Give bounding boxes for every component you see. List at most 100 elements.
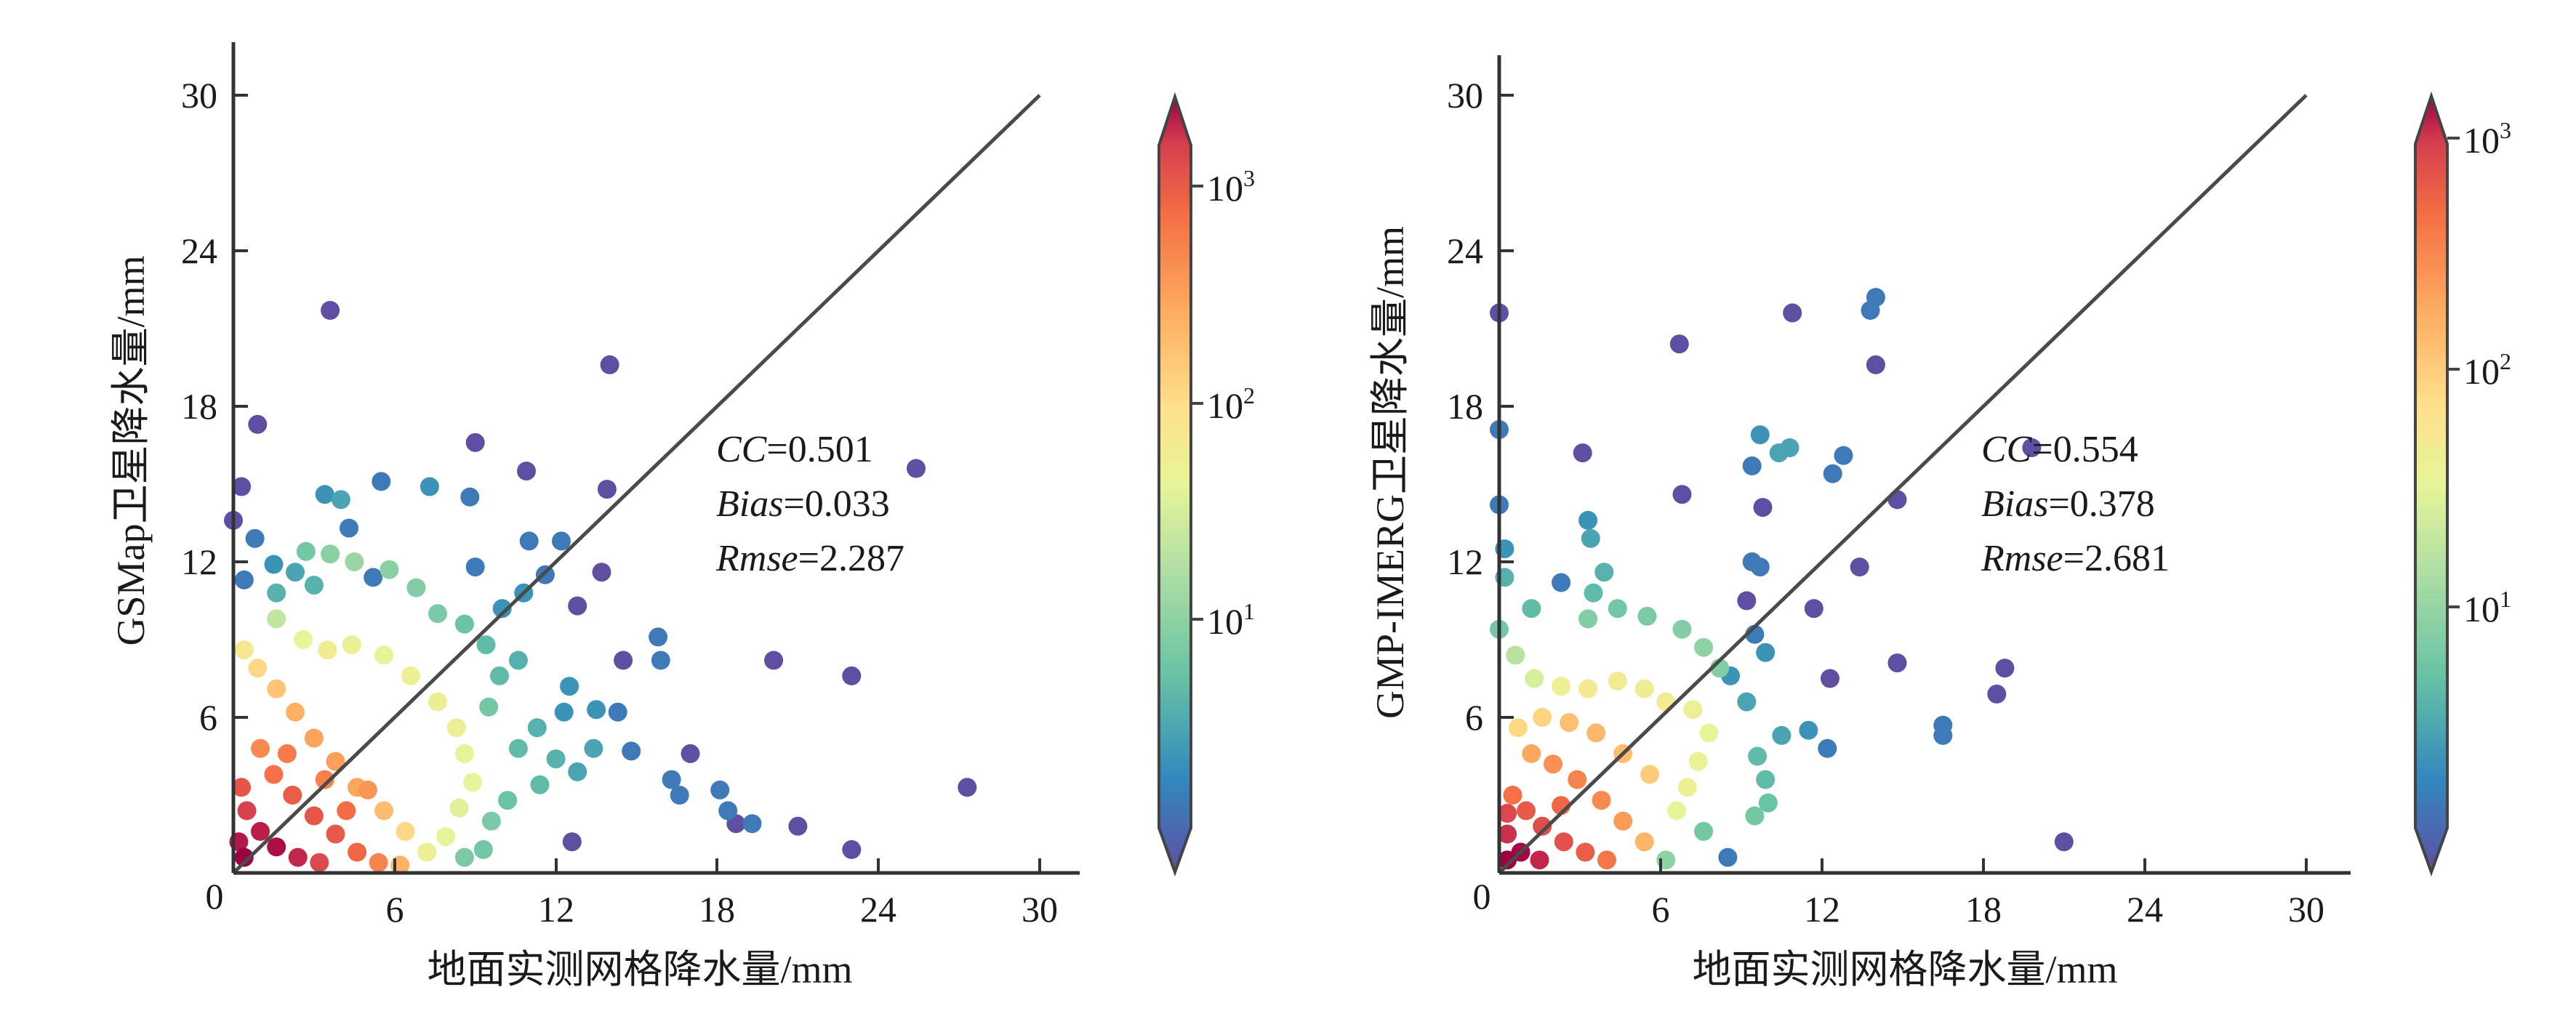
left-scatter-point: [277, 744, 297, 763]
right-y-tick-labels: 6 12 18 24 30: [1447, 75, 1483, 738]
right-scatter-point: [1783, 303, 1802, 323]
right-scatter-point: [1821, 669, 1839, 688]
left-scatter-point: [651, 650, 670, 670]
right-scatter-point: [1799, 720, 1818, 740]
right-x-axis-title: 地面实测网格降水量/mm: [1692, 948, 2117, 991]
left-scatter-point: [364, 568, 383, 587]
left-scatter-point: [463, 773, 482, 792]
left-scatter-point: [560, 677, 579, 696]
left-points: [224, 301, 977, 875]
left-x-tick-labels: 0 6 12 18 24 30: [206, 876, 1059, 930]
left-cb-tick-10: 101: [1207, 598, 1255, 642]
right-scatter-point: [1544, 754, 1562, 774]
right-scatter-point: [2054, 832, 2074, 852]
right-scatter-point: [1745, 806, 1765, 826]
right-scatter-point: [1718, 847, 1738, 867]
left-scatter-point: [681, 744, 700, 763]
right-scatter-point: [1656, 692, 1676, 712]
left-scatter-point: [396, 821, 415, 841]
right-scatter-point: [1677, 778, 1697, 797]
left-scatter-point: [460, 487, 480, 507]
right-stat-bias: Bias=0.378: [1981, 483, 2155, 525]
left-scatter-point: [337, 801, 356, 821]
left-scatter-point: [479, 697, 499, 717]
right-xtick-12: 12: [1804, 889, 1840, 930]
left-scatter-point: [718, 801, 738, 821]
left-scatter-point: [508, 738, 528, 758]
right-scatter-point: [1694, 637, 1714, 657]
left-ytick-24: 24: [181, 230, 217, 271]
right-stat-rmse: Rmse=2.681: [1981, 538, 2170, 579]
left-one-to-one-line: [232, 94, 1041, 874]
right-cb-tick-1000: 103: [2463, 117, 2511, 161]
right-scatter-point: [1552, 677, 1571, 696]
left-scatter-point: [315, 485, 334, 504]
right-scatter-point: [1667, 801, 1687, 821]
left-scatter-point: [446, 718, 466, 738]
left-scatter-panel: 6 12 18 24 30 0 6 12 18 24 30 地面实测网格降水量/…: [109, 42, 1255, 991]
left-scatter-point: [326, 752, 345, 771]
left-scatter-point: [234, 570, 254, 589]
left-scatter-point: [788, 816, 808, 836]
right-scatter-point: [1866, 355, 1885, 374]
left-scatter-point: [742, 814, 762, 834]
left-scatter-point: [552, 531, 571, 551]
right-stats: CC=0.554 Bias=0.378 Rmse=2.681: [1981, 429, 2170, 579]
right-scatter-point: [1688, 752, 1708, 771]
left-scatter-point: [454, 744, 474, 763]
right-scatter-point: [1578, 679, 1598, 698]
left-x-ticks: [393, 858, 1041, 873]
left-scatter-point: [369, 853, 388, 872]
right-scatter-point: [1756, 643, 1775, 662]
left-scatter-point: [662, 770, 681, 789]
right-scatter-point: [1498, 850, 1517, 870]
left-scatter-point: [232, 778, 252, 797]
right-scatter-point: [1508, 718, 1528, 738]
right-xtick-30: 30: [2288, 889, 2324, 930]
right-one-to-one-line: [1498, 94, 2308, 874]
right-y-axis-title: GMP-IMERG卫星降水量/mm: [1368, 226, 1412, 719]
right-scatter-point: [1834, 446, 1853, 465]
left-cb-tick-100: 102: [1207, 382, 1255, 426]
left-scatter-point: [267, 583, 286, 603]
left-scatter-point: [614, 650, 633, 670]
right-scatter-point: [1533, 816, 1552, 836]
left-scatter-point: [428, 604, 447, 624]
left-stat-bias: Bias=0.033: [716, 483, 890, 525]
right-ytick-12: 12: [1447, 541, 1483, 582]
right-scatter-point: [1742, 552, 1762, 571]
right-ytick-18: 18: [1447, 386, 1483, 427]
left-y-tick-labels: 6 12 18 24 30: [181, 75, 217, 738]
right-x-tick-labels: 0 6 12 18 24 30: [1473, 876, 2325, 930]
left-scatter-point: [345, 552, 364, 571]
left-scatter-point: [608, 702, 627, 722]
left-scatter-point: [492, 599, 512, 619]
left-scatter-point: [842, 839, 862, 859]
right-ytick-30: 30: [1447, 75, 1483, 116]
left-scatter-point: [248, 414, 268, 434]
right-scatter-point: [1578, 609, 1598, 629]
right-scatter-point: [1683, 700, 1703, 720]
right-scatter-point: [1506, 645, 1525, 665]
right-scatter-point: [1750, 425, 1770, 445]
left-colorbar: 103 102 101: [1157, 92, 1255, 877]
left-scatter-point: [288, 847, 308, 867]
left-scatter-point: [358, 780, 377, 799]
left-scatter-point: [519, 531, 539, 551]
right-scatter-point: [1586, 723, 1606, 743]
left-scatter-point: [454, 847, 474, 867]
left-scatter-point: [527, 718, 547, 738]
left-scatter-point: [401, 666, 420, 685]
right-scatter-point: [1568, 770, 1587, 789]
left-scatter-point: [264, 765, 284, 784]
right-scatter-point: [1498, 824, 1517, 844]
left-scatter-point: [420, 477, 439, 496]
right-scatter-point: [1522, 599, 1541, 619]
right-scatter-point: [1634, 832, 1654, 852]
left-x-axis-title: 地面实测网格降水量/mm: [427, 948, 852, 991]
left-scatter-point: [764, 650, 784, 670]
left-scatter-point: [248, 658, 268, 678]
right-x-ticks: [1659, 858, 2308, 873]
right-scatter-point: [1533, 708, 1552, 727]
